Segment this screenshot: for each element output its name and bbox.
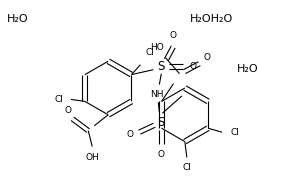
Text: HO: HO [150, 43, 164, 52]
Text: O: O [126, 130, 133, 139]
Text: S: S [158, 116, 165, 129]
Text: H₂O: H₂O [7, 14, 28, 24]
Text: O: O [203, 53, 210, 62]
Text: OH: OH [86, 152, 99, 161]
Text: O: O [158, 150, 165, 159]
Text: O: O [65, 106, 72, 115]
Text: H₂O: H₂O [237, 64, 259, 74]
Text: NH: NH [151, 90, 164, 99]
Text: S: S [158, 60, 165, 73]
Text: Cl: Cl [54, 95, 63, 104]
Text: Cl: Cl [145, 48, 154, 57]
Text: Cl: Cl [182, 163, 191, 172]
Text: Cl: Cl [230, 128, 239, 137]
Text: H₂OH₂O: H₂OH₂O [190, 14, 233, 24]
Text: O: O [189, 62, 196, 71]
Text: O: O [170, 31, 177, 40]
